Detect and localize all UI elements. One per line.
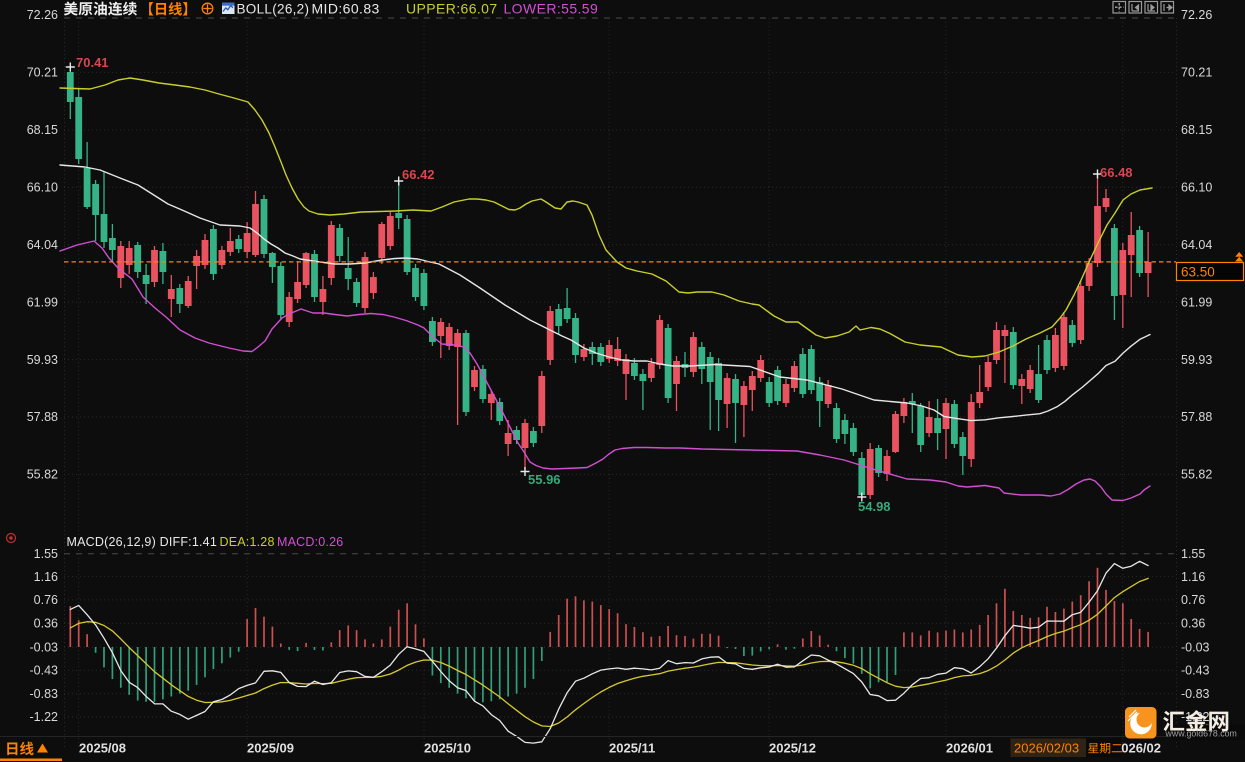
svg-text:0.76: 0.76 [1181,593,1205,607]
svg-text:www.gold678.com: www.gold678.com [1165,729,1237,739]
svg-text:2025/10: 2025/10 [424,741,471,756]
svg-text:68.15: 68.15 [27,123,58,137]
svg-text:MACD(26,12,9) DIFF:1.41: MACD(26,12,9) DIFF:1.41 [67,535,217,549]
svg-text:63.50: 63.50 [1181,265,1215,280]
svg-text:MID:60.83: MID:60.83 [312,1,380,17]
svg-text:70.21: 70.21 [27,66,58,80]
svg-text:57.88: 57.88 [27,410,58,424]
svg-text:DEA:1.28: DEA:1.28 [220,535,275,549]
svg-text:61.99: 61.99 [27,295,58,309]
svg-text:UPPER:66.07: UPPER:66.07 [406,1,498,17]
svg-text:55.82: 55.82 [27,468,58,482]
svg-text:0.76: 0.76 [34,593,58,607]
svg-text:0.36: 0.36 [1181,616,1205,630]
svg-text:2026/01: 2026/01 [946,741,993,756]
svg-text:59.93: 59.93 [1181,353,1212,367]
svg-text:1.55: 1.55 [34,547,58,561]
svg-text:MACD:0.26: MACD:0.26 [277,535,343,549]
svg-text:55.82: 55.82 [1181,468,1212,482]
svg-text:BOLL(26,2): BOLL(26,2) [237,2,310,17]
svg-text:-1.22: -1.22 [30,710,59,724]
svg-text:66.10: 66.10 [27,181,58,195]
svg-text:64.04: 64.04 [27,238,58,252]
svg-text:70.21: 70.21 [1181,66,1212,80]
svg-text:54.98: 54.98 [858,499,891,514]
svg-text:2025/11: 2025/11 [609,741,655,756]
svg-text:2025/12: 2025/12 [769,741,816,756]
svg-text:72.26: 72.26 [27,8,58,22]
svg-text:-0.83: -0.83 [30,687,59,701]
svg-text:2026/02/03: 2026/02/03 [1014,741,1079,756]
svg-text:72.26: 72.26 [1181,8,1212,22]
svg-text:57.88: 57.88 [1181,410,1212,424]
svg-text:1.16: 1.16 [34,570,58,584]
svg-text:2026/02: 2026/02 [1114,741,1161,756]
svg-text:64.04: 64.04 [1181,238,1212,252]
svg-text:66.42: 66.42 [402,167,435,182]
svg-text:68.15: 68.15 [1181,123,1212,137]
svg-text:55.96: 55.96 [528,472,561,487]
svg-text:61.99: 61.99 [1181,295,1212,309]
svg-text:-0.03: -0.03 [1181,640,1210,654]
svg-text:1.16: 1.16 [1181,570,1205,584]
svg-text:LOWER:55.59: LOWER:55.59 [504,1,599,17]
svg-text:59.93: 59.93 [27,353,58,367]
svg-text:2025/08: 2025/08 [79,741,126,756]
svg-text:-0.43: -0.43 [1181,664,1210,678]
svg-text:66.48: 66.48 [1100,165,1133,180]
svg-text:66.10: 66.10 [1181,181,1212,195]
svg-text:70.41: 70.41 [76,55,109,70]
svg-text:1.55: 1.55 [1181,547,1205,561]
svg-text:-0.03: -0.03 [30,640,59,654]
svg-text:-0.83: -0.83 [1181,687,1210,701]
svg-text:0.36: 0.36 [34,616,58,630]
svg-text:2025/09: 2025/09 [247,741,294,756]
svg-text:-0.43: -0.43 [30,664,59,678]
